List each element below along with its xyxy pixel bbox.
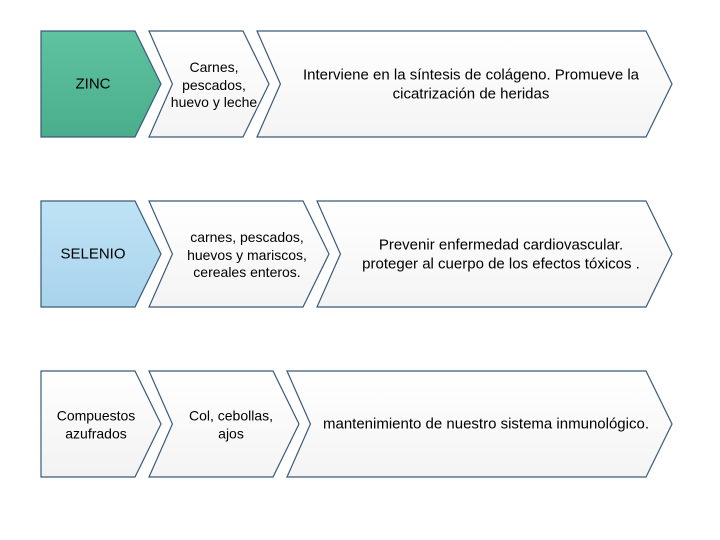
chevron-text-1-2: Prevenir enfermedad cardiovascular.prote… bbox=[346, 236, 656, 274]
chevron-text-1-1: carnes, pescados, huevos y mariscos, cer… bbox=[172, 229, 322, 282]
chevron-0-2: Interviene en la síntesis de colágeno. P… bbox=[256, 30, 674, 140]
chevron-text-2-0: Compuestos azufrados bbox=[46, 408, 146, 443]
diagram-row-1: SELENIO carnes, pescados, huevos y maris… bbox=[40, 200, 690, 310]
chevron-0-0: ZINC bbox=[40, 30, 163, 140]
chevron-1-2: Prevenir enfermedad cardiovascular.prote… bbox=[316, 200, 674, 310]
diagram-row-0: ZINC Carnes, pescados, huevo y leche Int… bbox=[40, 30, 690, 140]
chevron-text-2-2: mantenimiento de nuestro sistema inmunol… bbox=[316, 416, 656, 435]
chevron-2-0: Compuestos azufrados bbox=[40, 370, 163, 480]
chevron-text-1-0: SELENIO bbox=[48, 246, 138, 265]
chevron-text-0-0: ZINC bbox=[48, 76, 138, 95]
chevron-text-2-1: Col, cebollas, ajos bbox=[176, 408, 286, 443]
chevron-text-0-1: Carnes, pescados, huevo y leche bbox=[170, 59, 258, 112]
chevron-2-1: Col, cebollas, ajos bbox=[148, 370, 301, 480]
diagram-row-2: Compuestos azufrados Col, cebollas, ajos… bbox=[40, 370, 690, 480]
chevron-2-2: mantenimiento de nuestro sistema inmunol… bbox=[286, 370, 674, 480]
chevron-1-0: SELENIO bbox=[40, 200, 163, 310]
chevron-1-1: carnes, pescados, huevos y mariscos, cer… bbox=[148, 200, 331, 310]
chevron-0-1: Carnes, pescados, huevo y leche bbox=[148, 30, 271, 140]
chevron-text-0-2: Interviene en la síntesis de colágeno. P… bbox=[286, 66, 656, 104]
